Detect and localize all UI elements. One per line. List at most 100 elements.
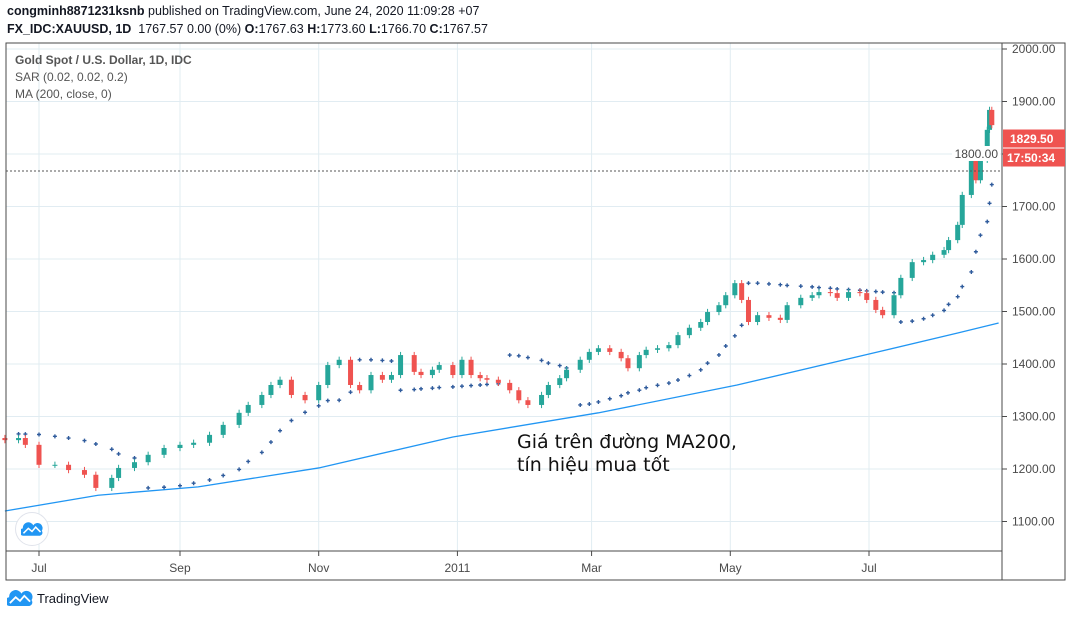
candle-body (325, 365, 331, 385)
candle-body (666, 345, 672, 349)
candle-body (643, 349, 649, 356)
sar-dot (816, 285, 821, 290)
candle (429, 366, 435, 379)
author: congminh8871231ksnb (7, 4, 145, 18)
tradingview-logo[interactable]: TradingView (7, 590, 109, 606)
sar-dot (419, 386, 424, 391)
candle (325, 361, 331, 389)
candle-body (705, 312, 711, 322)
sar-dot (191, 481, 196, 486)
close-value: 1767.57 (442, 22, 488, 36)
candle (411, 351, 417, 376)
x-tick-label: Jul (861, 561, 876, 575)
candle (784, 302, 790, 324)
sar-dot (985, 219, 990, 224)
candle-body (161, 448, 167, 455)
x-tick-label: Nov (308, 561, 329, 575)
sar-dot (459, 384, 464, 389)
candle (316, 381, 322, 404)
sar-dot (278, 428, 283, 433)
candle (880, 306, 886, 319)
candle-body (930, 254, 936, 261)
sar-dot (177, 483, 182, 488)
sar-dot (37, 432, 41, 437)
y-tick-label: 1200.00 (1012, 462, 1056, 476)
candle-body (459, 359, 465, 376)
candle-body (236, 412, 242, 425)
candle-body (564, 369, 570, 379)
candle-body (846, 292, 852, 298)
sar-dot (687, 373, 692, 378)
y-tick-label: 1600.00 (1012, 252, 1056, 266)
candle (368, 371, 374, 394)
ma200-layer (4, 322, 999, 512)
candle (564, 366, 570, 382)
candle (236, 409, 242, 429)
candle-body (921, 260, 927, 263)
sar-dot (732, 333, 737, 338)
candle (66, 461, 72, 474)
sar-dot (259, 450, 264, 455)
sar-dot (755, 281, 760, 286)
legend-ma[interactable]: MA (200, close, 0) (15, 87, 112, 101)
chart-frame (5, 42, 1066, 581)
candle (607, 345, 613, 356)
candle-body (891, 295, 897, 316)
candle-body (625, 358, 631, 369)
sar-dot (507, 353, 512, 358)
candles-layer (2, 106, 995, 492)
candle (873, 296, 879, 314)
sar-dot (666, 381, 671, 386)
x-tick-label: Jul (31, 561, 46, 575)
candle (145, 451, 151, 466)
sar-dot (946, 302, 951, 307)
candle-body (177, 444, 183, 448)
candle-body (989, 109, 995, 126)
candle (968, 156, 974, 199)
candle (595, 345, 601, 356)
y-tick-label: 1800.00 (955, 147, 999, 161)
candle (675, 331, 681, 349)
candle-body (348, 359, 354, 385)
open-value: 1767.63 (258, 22, 304, 36)
candle-body (857, 292, 863, 294)
sar-dot (637, 388, 642, 393)
candle (636, 351, 642, 372)
candle (716, 302, 722, 316)
y-tick-label: 1700.00 (1012, 200, 1056, 214)
candle (132, 459, 138, 472)
candle-body (557, 378, 563, 385)
tradingview-button[interactable] (15, 512, 49, 546)
candle-body (207, 434, 213, 443)
candle (545, 381, 551, 399)
candle-body (816, 292, 822, 296)
candle (586, 348, 592, 363)
y-tick-label: 1500.00 (1012, 305, 1056, 319)
candle-body (686, 327, 692, 336)
candle (666, 341, 672, 352)
candle (336, 356, 342, 369)
candle (755, 312, 761, 326)
candle-body (357, 385, 363, 391)
grid (6, 43, 1002, 551)
last-price-label: 1829.50 (1010, 132, 1054, 146)
legend-title: Gold Spot / U.S. Dollar, 1D, IDC (15, 53, 192, 67)
candle-body (946, 240, 952, 251)
candle-body (268, 385, 274, 395)
candle-body (607, 348, 613, 352)
candle (557, 375, 563, 389)
last-price-badge (1003, 129, 1065, 148)
candle-body (973, 159, 979, 181)
candle-body (288, 379, 294, 395)
candle-body (191, 442, 197, 445)
legend-sar[interactable]: SAR (0.02, 0.02, 0.2) (15, 70, 128, 84)
tradingview-cloud-icon (7, 590, 33, 606)
candle (959, 191, 965, 229)
candle-body (834, 293, 840, 298)
candle-body (418, 371, 424, 376)
sar-dot (516, 353, 521, 358)
annotation-line-1: Giá trên đường MA200, (517, 431, 737, 453)
candle (816, 288, 822, 299)
change: 1767.57 0.00 (0%) (138, 22, 242, 36)
